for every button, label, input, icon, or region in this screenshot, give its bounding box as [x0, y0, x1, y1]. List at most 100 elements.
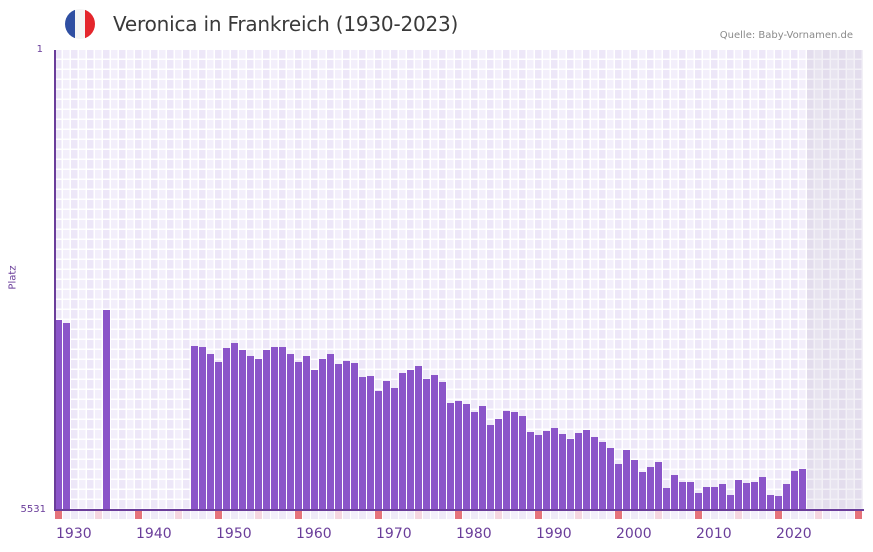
bar-1967[interactable] [351, 363, 358, 510]
year-marker [839, 511, 846, 519]
bar-2003[interactable] [639, 472, 646, 510]
year-marker [503, 511, 510, 519]
year-marker [127, 511, 134, 519]
bar-1996[interactable] [583, 429, 590, 510]
year-marker [631, 511, 638, 519]
bar-1948[interactable] [199, 347, 206, 510]
bar-1981[interactable] [463, 404, 470, 510]
bar-1986[interactable] [503, 411, 510, 510]
bar-1994[interactable] [567, 439, 574, 510]
bar-1955[interactable] [255, 359, 262, 510]
year-marker [615, 511, 622, 519]
bar-2012[interactable] [711, 487, 718, 510]
bar-1976[interactable] [423, 379, 430, 510]
bar-1984[interactable] [487, 425, 494, 510]
bar-1969[interactable] [367, 376, 374, 510]
bar-1968[interactable] [359, 377, 366, 510]
bar-1999[interactable] [607, 448, 614, 510]
year-marker [591, 511, 598, 519]
bar-1954[interactable] [247, 356, 254, 510]
bar-2006[interactable] [663, 488, 670, 510]
bar-1998[interactable] [599, 442, 606, 510]
bar-2013[interactable] [719, 484, 726, 510]
bar-2016[interactable] [743, 483, 750, 510]
bar-1947[interactable] [191, 346, 198, 510]
bar-1962[interactable] [311, 370, 318, 510]
bar-2004[interactable] [647, 467, 654, 510]
bar-1953[interactable] [239, 350, 246, 510]
bar-2010[interactable] [695, 493, 702, 510]
x-tick-1940: 1940 [136, 526, 172, 542]
year-marker [255, 511, 262, 519]
bar-1975[interactable] [415, 366, 422, 510]
bar-1951[interactable] [223, 348, 230, 510]
bar-1931[interactable] [63, 323, 70, 510]
bar-1982[interactable] [471, 412, 478, 510]
bar-1988[interactable] [519, 416, 526, 510]
bar-1958[interactable] [279, 347, 286, 510]
bar-1959[interactable] [287, 354, 294, 510]
year-marker [663, 511, 670, 519]
bar-2001[interactable] [623, 450, 630, 510]
bar-2007[interactable] [671, 474, 678, 510]
year-marker [199, 511, 206, 519]
bar-1987[interactable] [511, 412, 518, 510]
year-marker [679, 511, 686, 519]
bar-2011[interactable] [703, 487, 710, 510]
bar-1973[interactable] [399, 373, 406, 510]
bar-1970[interactable] [375, 390, 382, 510]
bar-1992[interactable] [551, 427, 558, 510]
bar-2005[interactable] [655, 462, 662, 510]
bar-1993[interactable] [559, 433, 566, 510]
bar-2022[interactable] [791, 471, 798, 510]
bar-2015[interactable] [735, 479, 742, 510]
bar-1950[interactable] [215, 362, 222, 510]
bar-1930[interactable] [55, 320, 62, 510]
bar-1989[interactable] [527, 431, 534, 510]
bar-1983[interactable] [479, 406, 486, 510]
bar-1961[interactable] [303, 356, 310, 510]
bar-2000[interactable] [615, 464, 622, 510]
year-marker [519, 511, 526, 519]
bar-1964[interactable] [327, 354, 334, 510]
year-marker [487, 511, 494, 519]
bar-1960[interactable] [295, 362, 302, 510]
bar-2014[interactable] [727, 495, 734, 510]
bar-1997[interactable] [591, 436, 598, 510]
x-tick-1960: 1960 [296, 526, 332, 542]
bar-1972[interactable] [391, 387, 398, 510]
bar-1957[interactable] [271, 347, 278, 510]
bar-1971[interactable] [383, 380, 390, 510]
bar-1991[interactable] [543, 430, 550, 510]
bar-1936[interactable] [103, 310, 110, 510]
bar-1956[interactable] [263, 350, 270, 510]
bar-2019[interactable] [767, 495, 774, 510]
bar-1952[interactable] [231, 342, 238, 510]
bar-2009[interactable] [687, 481, 694, 510]
bar-2008[interactable] [679, 481, 686, 510]
bar-2021[interactable] [783, 484, 790, 510]
bar-1949[interactable] [207, 354, 214, 510]
bar-1985[interactable] [495, 419, 502, 510]
bar-2020[interactable] [775, 496, 782, 510]
bar-1980[interactable] [455, 401, 462, 510]
bar-2017[interactable] [751, 481, 758, 510]
bar-1966[interactable] [343, 361, 350, 510]
bar-2023[interactable] [799, 469, 806, 510]
year-marker [423, 511, 430, 519]
bar-1974[interactable] [407, 370, 414, 510]
bar-1978[interactable] [439, 381, 446, 510]
bar-2002[interactable] [631, 460, 638, 510]
year-marker [823, 511, 830, 519]
bar-1963[interactable] [319, 359, 326, 510]
bar-1990[interactable] [535, 434, 542, 510]
bar-1995[interactable] [575, 432, 582, 510]
year-marker [799, 511, 806, 519]
bar-2018[interactable] [759, 476, 766, 510]
year-marker [71, 511, 78, 519]
bar-1965[interactable] [335, 364, 342, 510]
year-marker [215, 511, 222, 519]
bar-1977[interactable] [431, 375, 438, 510]
year-marker [511, 511, 518, 519]
bar-1979[interactable] [447, 403, 454, 510]
